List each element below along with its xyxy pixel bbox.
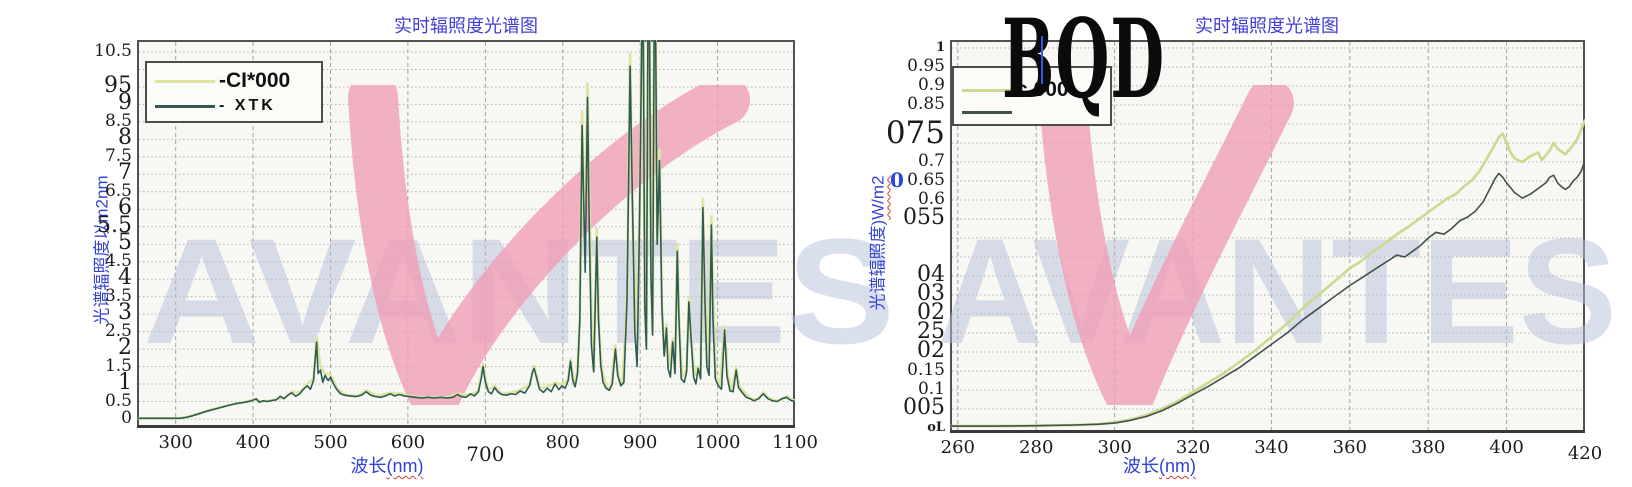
- x-tick-label: 700: [466, 442, 505, 466]
- y-tick-label: 6.5: [104, 180, 132, 201]
- x-tick-label: 500: [313, 432, 348, 453]
- y-tick-label: 1: [935, 40, 945, 55]
- y-tick-label: 2: [118, 335, 132, 361]
- y-tick-label: 075: [885, 115, 945, 152]
- ocr-glyph-artifact: BQD: [1002, 0, 1166, 124]
- x-tick-label: 340: [1254, 437, 1289, 458]
- legend-swatch: [155, 104, 215, 108]
- y-tick-label: 0.5: [104, 390, 132, 411]
- y-tick-label: 0.7: [917, 151, 945, 171]
- x-tick-label: 420: [1567, 443, 1603, 464]
- y-tick-label: 02: [917, 338, 945, 363]
- x-axis-unit: (nm): [386, 456, 424, 476]
- x-tick-label: 800: [545, 432, 580, 453]
- x-tick-label: 300: [1097, 437, 1132, 458]
- blue-mark: [1041, 36, 1043, 84]
- y-tick-label: 1.5: [104, 355, 132, 376]
- left-spectrum-chart: 实时辐照度光谱图 光谱辐照度以m2nm AVANTES -CI*000 - XT…: [85, 0, 896, 487]
- legend-row: - XTK: [155, 97, 313, 115]
- y-tick-label: 02: [917, 300, 945, 325]
- stray-zero-label: 0: [890, 168, 904, 192]
- y-tick-label: 7.5: [104, 145, 132, 166]
- series-line-0: [950, 118, 1585, 428]
- legend-swatch: [962, 110, 1012, 114]
- x-tick-label: 280: [1019, 437, 1054, 458]
- x-axis-label: 波长(nm): [351, 452, 424, 478]
- y-tick-label: 0: [121, 408, 132, 428]
- y-tick-label: 4.5: [104, 250, 132, 271]
- x-tick-label: 260: [940, 437, 976, 458]
- x-axis-unit: (nm): [1159, 456, 1197, 476]
- y-tick-label: 8.5: [104, 110, 132, 131]
- y-tick-label: 03: [917, 281, 945, 306]
- y-tick-label: 2.5: [104, 320, 132, 341]
- page-title: 实时辐照度光谱图: [394, 16, 538, 36]
- y-tick-label: 04: [917, 262, 945, 287]
- right-spectrum-chart: 实时辐照度光谱图 光谱辐照度)W/m2 0 AVANTES c 000 BQD …: [850, 0, 1632, 487]
- y-tick-label: 0.95: [907, 56, 945, 76]
- legend-row: -CI*000: [155, 69, 313, 93]
- y-tick-label: 3.5: [104, 285, 132, 306]
- x-tick-label: 380: [1411, 437, 1446, 458]
- y-tick-label: 10.5: [94, 41, 132, 61]
- y-tick-label: 005: [903, 395, 945, 420]
- y-tick-label: 0.6: [917, 189, 945, 209]
- legend-label: - XTK: [219, 97, 276, 114]
- y-tick-label: 6: [118, 195, 132, 221]
- y-tick-label: 5: [118, 230, 132, 256]
- page-title: 实时辐照度光谱图: [1195, 16, 1339, 36]
- legend: -CI*000 - XTK: [145, 61, 323, 123]
- y-tick-label: 0.65: [907, 170, 945, 190]
- legend-swatch: [962, 88, 1012, 92]
- y-tick-label: 95: [104, 72, 132, 98]
- x-tick-label: 400: [235, 432, 271, 453]
- x-tick-label: 1100: [772, 432, 818, 453]
- y-tick-label: 0.85: [907, 94, 945, 114]
- legend-label: -CI*000: [219, 69, 291, 92]
- series-line-1: [950, 159, 1585, 427]
- y-tick-label: 8: [118, 125, 132, 151]
- x-tick-label: 1000: [694, 432, 741, 453]
- x-tick-label: 600: [390, 432, 426, 453]
- y-tick-label: 0.9: [917, 75, 945, 95]
- x-tick-label: 900: [622, 432, 658, 453]
- y-tick-label: 0.1: [917, 379, 945, 399]
- y-tick-label: 4: [118, 265, 132, 291]
- y-tick-label: 055: [903, 205, 945, 230]
- legend-row: [962, 110, 1102, 114]
- y-tick-label: 0.15: [907, 360, 945, 380]
- x-axis-label: 波长(nm): [1123, 452, 1196, 478]
- x-tick-label: 320: [1175, 437, 1211, 458]
- x-tick-label: 400: [1489, 437, 1524, 458]
- y-tick-label: 25: [917, 319, 945, 344]
- legend-swatch: [155, 79, 215, 83]
- x-axis-label-text: 波长: [350, 456, 387, 476]
- y-tick-label: 3: [118, 300, 132, 326]
- y-tick-label: oL: [927, 420, 945, 435]
- x-tick-label: 300: [158, 432, 193, 453]
- y-tick-label: 5.5: [97, 212, 132, 238]
- y-tick-label: 9: [118, 90, 132, 116]
- y-tick-label: 1: [118, 370, 132, 396]
- x-tick-label: 360: [1332, 437, 1367, 458]
- y-tick-label: 7: [118, 160, 132, 186]
- x-axis-label-text: 波长: [1123, 456, 1160, 476]
